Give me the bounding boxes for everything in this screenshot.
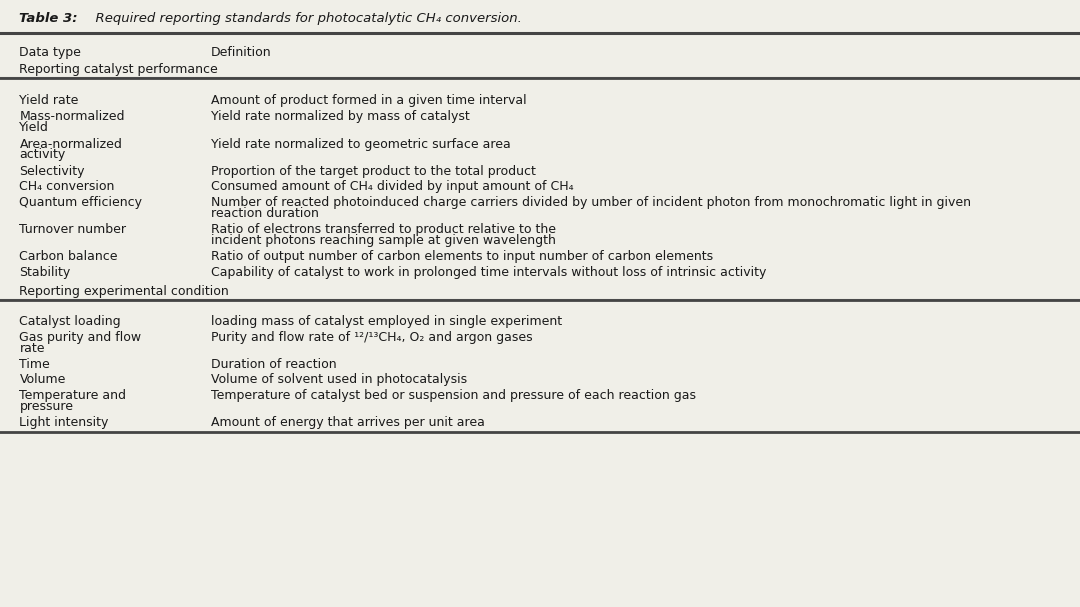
Text: activity: activity	[19, 149, 66, 161]
Text: Ratio of output number of carbon elements to input number of carbon elements: Ratio of output number of carbon element…	[211, 251, 713, 263]
Text: Temperature of catalyst bed or suspension and pressure of each reaction gas: Temperature of catalyst bed or suspensio…	[211, 388, 696, 402]
Text: Volume of solvent used in photocatalysis: Volume of solvent used in photocatalysis	[211, 373, 467, 386]
Text: Purity and flow rate of ¹²/¹³CH₄, O₂ and argon gases: Purity and flow rate of ¹²/¹³CH₄, O₂ and…	[211, 331, 532, 344]
Text: reaction duration: reaction duration	[211, 206, 319, 220]
Text: incident photons reaching sample at given wavelength: incident photons reaching sample at give…	[211, 234, 555, 247]
Text: Reporting catalyst performance: Reporting catalyst performance	[19, 64, 218, 76]
Text: Mass-normalized: Mass-normalized	[19, 110, 125, 123]
Text: Duration of reaction: Duration of reaction	[211, 358, 336, 371]
Text: Required reporting standards for photocatalytic CH₄ conversion.: Required reporting standards for photoca…	[87, 12, 523, 25]
Text: Catalyst loading: Catalyst loading	[19, 315, 121, 328]
Text: Number of reacted photoinduced charge carriers divided by umber of incident phot: Number of reacted photoinduced charge ca…	[211, 195, 971, 209]
Text: Gas purity and flow: Gas purity and flow	[19, 331, 141, 344]
Text: Yield rate normalized by mass of catalyst: Yield rate normalized by mass of catalys…	[211, 110, 470, 123]
Text: Reporting experimental condition: Reporting experimental condition	[19, 285, 229, 298]
Text: Yield rate normalized to geometric surface area: Yield rate normalized to geometric surfa…	[211, 138, 511, 151]
Text: Carbon balance: Carbon balance	[19, 251, 118, 263]
Text: Amount of product formed in a given time interval: Amount of product formed in a given time…	[211, 93, 526, 107]
Text: Volume: Volume	[19, 373, 66, 386]
Text: Data type: Data type	[19, 46, 81, 59]
Text: loading mass of catalyst employed in single experiment: loading mass of catalyst employed in sin…	[211, 315, 562, 328]
Text: Selectivity: Selectivity	[19, 165, 85, 178]
Text: Turnover number: Turnover number	[19, 223, 126, 236]
Text: Yield rate: Yield rate	[19, 93, 79, 107]
Text: CH₄ conversion: CH₄ conversion	[19, 180, 114, 193]
Text: Capability of catalyst to work in prolonged time intervals without loss of intri: Capability of catalyst to work in prolon…	[211, 266, 766, 279]
Text: rate: rate	[19, 342, 45, 354]
Text: pressure: pressure	[19, 399, 73, 413]
Text: Stability: Stability	[19, 266, 70, 279]
Text: Table 3:: Table 3:	[19, 12, 78, 25]
Text: Ratio of electrons transferred to product relative to the: Ratio of electrons transferred to produc…	[211, 223, 555, 236]
Text: Light intensity: Light intensity	[19, 416, 109, 429]
Text: Proportion of the target product to the total product: Proportion of the target product to the …	[211, 165, 536, 178]
Text: Amount of energy that arrives per unit area: Amount of energy that arrives per unit a…	[211, 416, 485, 429]
Text: Time: Time	[19, 358, 50, 371]
Text: Yield: Yield	[19, 121, 50, 134]
Text: Consumed amount of CH₄ divided by input amount of CH₄: Consumed amount of CH₄ divided by input …	[211, 180, 573, 193]
Text: Area-normalized: Area-normalized	[19, 138, 122, 151]
Text: Definition: Definition	[211, 46, 271, 59]
Text: Quantum efficiency: Quantum efficiency	[19, 195, 143, 209]
Text: Temperature and: Temperature and	[19, 388, 126, 402]
